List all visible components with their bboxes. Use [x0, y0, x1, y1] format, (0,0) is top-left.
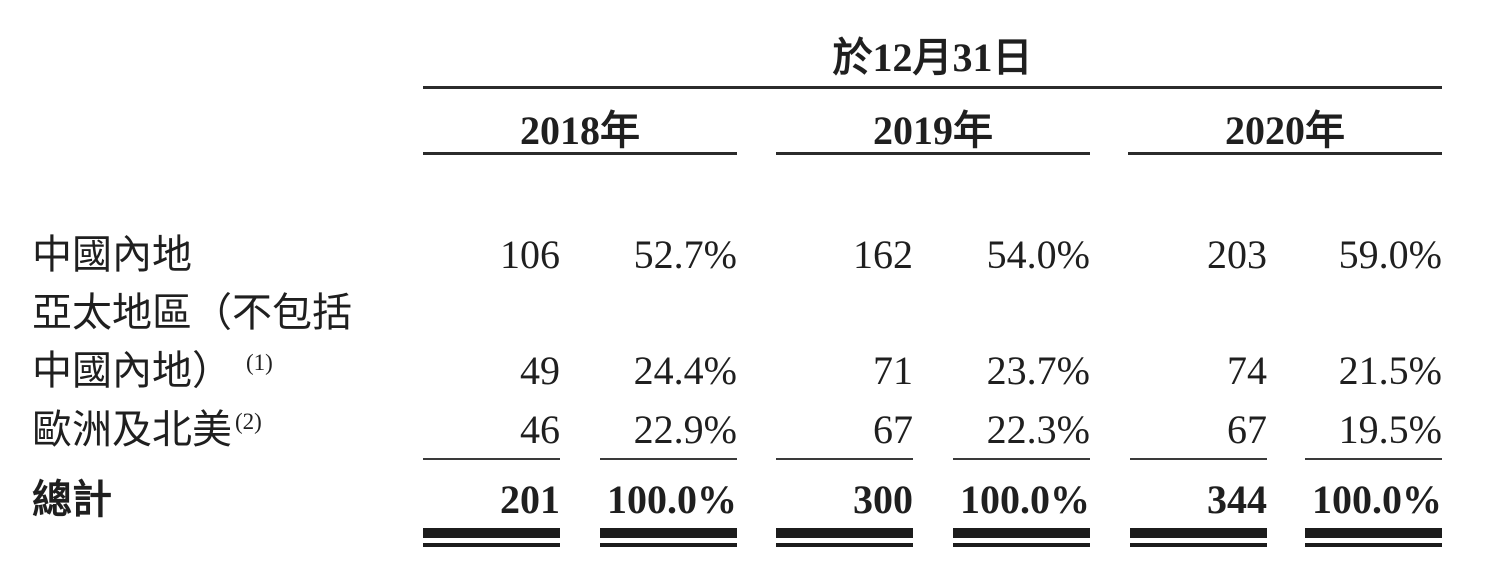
- total-2018-count: 201: [500, 477, 560, 522]
- year-group-rule-2019: [776, 152, 1090, 155]
- total-double-rule-thin: [423, 543, 560, 547]
- row-label-text: 總計: [32, 477, 112, 522]
- total-double-rule-thin: [953, 543, 1090, 547]
- header-rule: [423, 86, 1442, 89]
- subtotal-rule: [423, 458, 560, 460]
- cell-2020-count: 74: [1227, 348, 1267, 393]
- cell-2019-pct: 22.3%: [986, 407, 1090, 452]
- year-header-2020: 2020年: [1225, 108, 1345, 153]
- cell-2020-count: 67: [1227, 407, 1267, 452]
- row-label-apac-line1: 亞太地區（不包括: [32, 290, 408, 336]
- total-2019-pct: 100.0%: [960, 477, 1090, 522]
- total-2019-count: 300: [853, 477, 913, 522]
- row-label-text: 亞太地區（不包括: [32, 290, 352, 335]
- subtotal-rule: [1305, 458, 1442, 460]
- cell-2018-count: 49: [520, 348, 560, 393]
- row-label-apac-line2: 中國內地） (1): [32, 348, 408, 394]
- year-group-rule-2018: [423, 152, 737, 155]
- total-double-rule-thick: [776, 528, 913, 538]
- cell-2019-count: 71: [873, 348, 913, 393]
- total-2020-pct: 100.0%: [1312, 477, 1442, 522]
- subtotal-rule: [600, 458, 737, 460]
- year-header-2018: 2018年: [520, 108, 640, 153]
- cell-2019-pct: 23.7%: [986, 348, 1090, 393]
- total-double-rule-thick: [1305, 528, 1442, 538]
- row-label-text: 歐洲及北美: [32, 407, 232, 452]
- cell-2020-pct: 19.5%: [1338, 407, 1442, 452]
- footnote-ref-1: (1): [246, 350, 273, 375]
- row-label-text: 中國內地: [32, 232, 192, 277]
- date-spanner-header: 於12月31日: [832, 35, 1033, 80]
- total-double-rule-thick: [953, 528, 1090, 538]
- row-label-text: 中國內地）: [32, 348, 232, 393]
- total-double-rule-thick: [423, 528, 560, 538]
- cell-2020-pct: 21.5%: [1338, 348, 1442, 393]
- cell-2018-count: 106: [500, 232, 560, 277]
- cell-2018-pct: 24.4%: [633, 348, 737, 393]
- total-2020-count: 344: [1207, 477, 1267, 522]
- total-double-rule-thin: [1130, 543, 1267, 547]
- total-row-label: 總計: [32, 477, 408, 523]
- cell-2019-count: 67: [873, 407, 913, 452]
- subtotal-rule: [776, 458, 913, 460]
- cell-2019-pct: 54.0%: [986, 232, 1090, 277]
- cell-2019-count: 162: [853, 232, 913, 277]
- total-double-rule-thick: [1130, 528, 1267, 538]
- cell-2020-count: 203: [1207, 232, 1267, 277]
- subtotal-rule: [1130, 458, 1267, 460]
- total-2018-pct: 100.0%: [607, 477, 737, 522]
- total-double-rule-thin: [600, 543, 737, 547]
- row-label-mainland-china: 中國內地: [32, 232, 408, 278]
- total-double-rule-thin: [1305, 543, 1442, 547]
- total-double-rule-thin: [776, 543, 913, 547]
- year-group-rule-2020: [1128, 152, 1442, 155]
- cell-2018-pct: 52.7%: [633, 232, 737, 277]
- footnote-ref-2: (2): [235, 409, 262, 434]
- row-label-europe-north-america: 歐洲及北美 (2): [32, 407, 408, 453]
- cell-2018-count: 46: [520, 407, 560, 452]
- cell-2020-pct: 59.0%: [1338, 232, 1442, 277]
- subtotal-rule: [953, 458, 1090, 460]
- total-double-rule-thick: [600, 528, 737, 538]
- year-header-2019: 2019年: [873, 108, 993, 153]
- cell-2018-pct: 22.9%: [633, 407, 737, 452]
